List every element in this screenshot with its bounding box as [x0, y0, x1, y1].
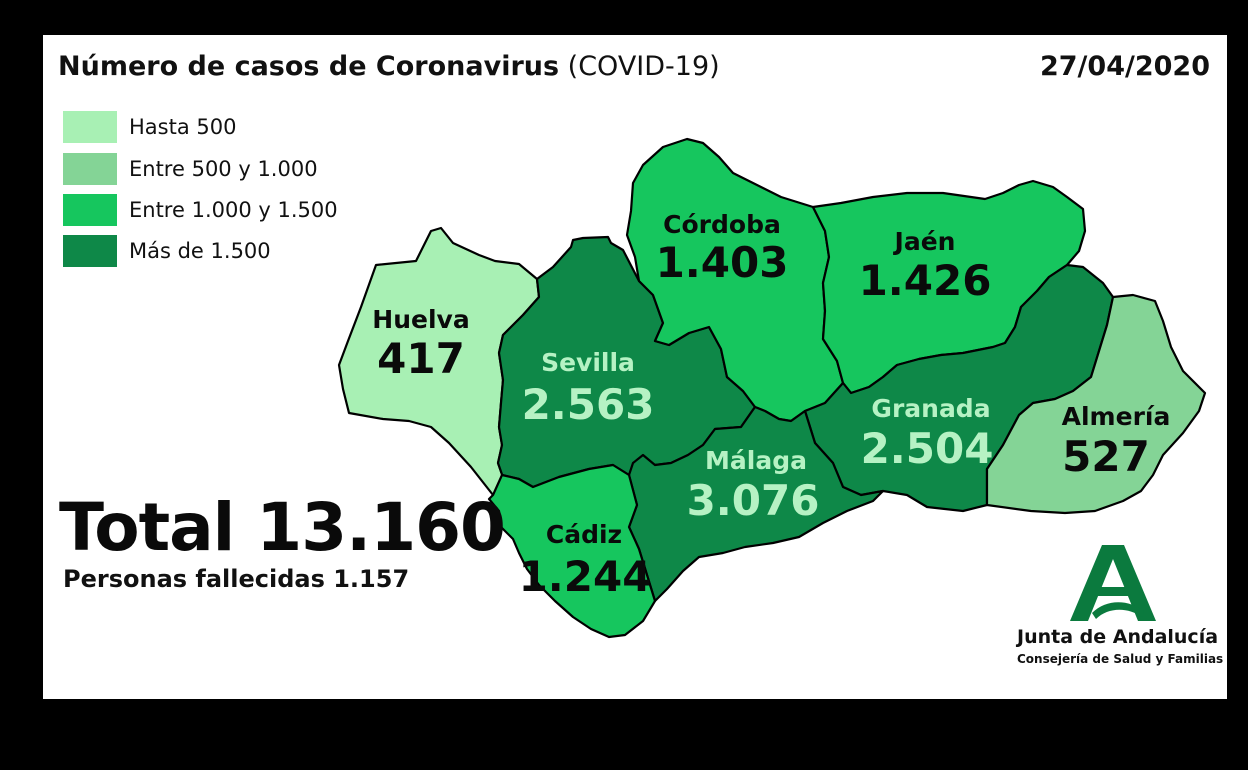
title-main: Número de casos de Coronavirus: [58, 51, 560, 82]
label-granada-name: Granada: [871, 394, 990, 423]
label-huelva-name: Huelva: [372, 305, 469, 334]
legend-swatch: [63, 194, 117, 226]
legend-item-500-1000: Entre 500 y 1.000: [63, 153, 318, 185]
province-cadiz[interactable]: [487, 463, 657, 639]
junta-logo-icon: [1070, 545, 1156, 621]
logo-subtitle: Consejería de Salud y Familias: [1017, 652, 1224, 666]
andalucia-map: Huelva 417 Sevilla 2.563 Córdoba 1.403 J…: [337, 137, 1207, 639]
label-cordoba-value: 1.403: [656, 238, 789, 287]
legend-item-hasta-500: Hasta 500: [63, 111, 236, 143]
legend-label: Entre 1.000 y 1.500: [129, 198, 338, 222]
legend-swatch: [63, 235, 117, 267]
province-almeria[interactable]: [985, 293, 1207, 515]
title-sub: (COVID-19): [567, 51, 720, 82]
infographic-card: Número de casos de Coronavirus (COVID-19…: [43, 35, 1227, 699]
legend-label: Más de 1.500: [129, 239, 271, 263]
legend-label: Hasta 500: [129, 115, 237, 139]
legend-item-1000-1500: Entre 1.000 y 1.500: [63, 194, 338, 226]
label-sevilla-value: 2.563: [522, 380, 655, 429]
label-jaen-value: 1.426: [859, 256, 992, 305]
label-almeria-value: 527: [1062, 432, 1150, 481]
total-deaths: Personas fallecidas 1.157: [63, 565, 410, 593]
province-malaga[interactable]: [627, 405, 885, 603]
report-date: 27/04/2020: [1039, 51, 1210, 82]
label-huelva-value: 417: [377, 334, 465, 383]
legend-swatch: [63, 153, 117, 185]
label-jaen-name: Jaén: [893, 227, 956, 256]
label-granada-value: 2.504: [861, 424, 994, 473]
label-almeria-name: Almería: [1062, 402, 1171, 431]
logo-name: Junta de Andalucía: [1017, 626, 1219, 648]
label-malaga-value: 3.076: [687, 476, 820, 525]
legend-label: Entre 500 y 1.000: [129, 157, 318, 181]
label-cordoba-name: Córdoba: [663, 210, 781, 239]
label-cadiz-name: Cádiz: [546, 520, 622, 549]
label-sevilla-name: Sevilla: [541, 348, 635, 377]
label-malaga-name: Málaga: [705, 446, 807, 475]
label-cadiz-value: 1.244: [519, 552, 652, 601]
legend-item-mas-1500: Más de 1.500: [63, 235, 271, 267]
total-cases: Total 13.160: [59, 489, 506, 566]
legend-swatch: [63, 111, 117, 143]
page-title: Número de casos de Coronavirus (COVID-19…: [58, 51, 720, 82]
